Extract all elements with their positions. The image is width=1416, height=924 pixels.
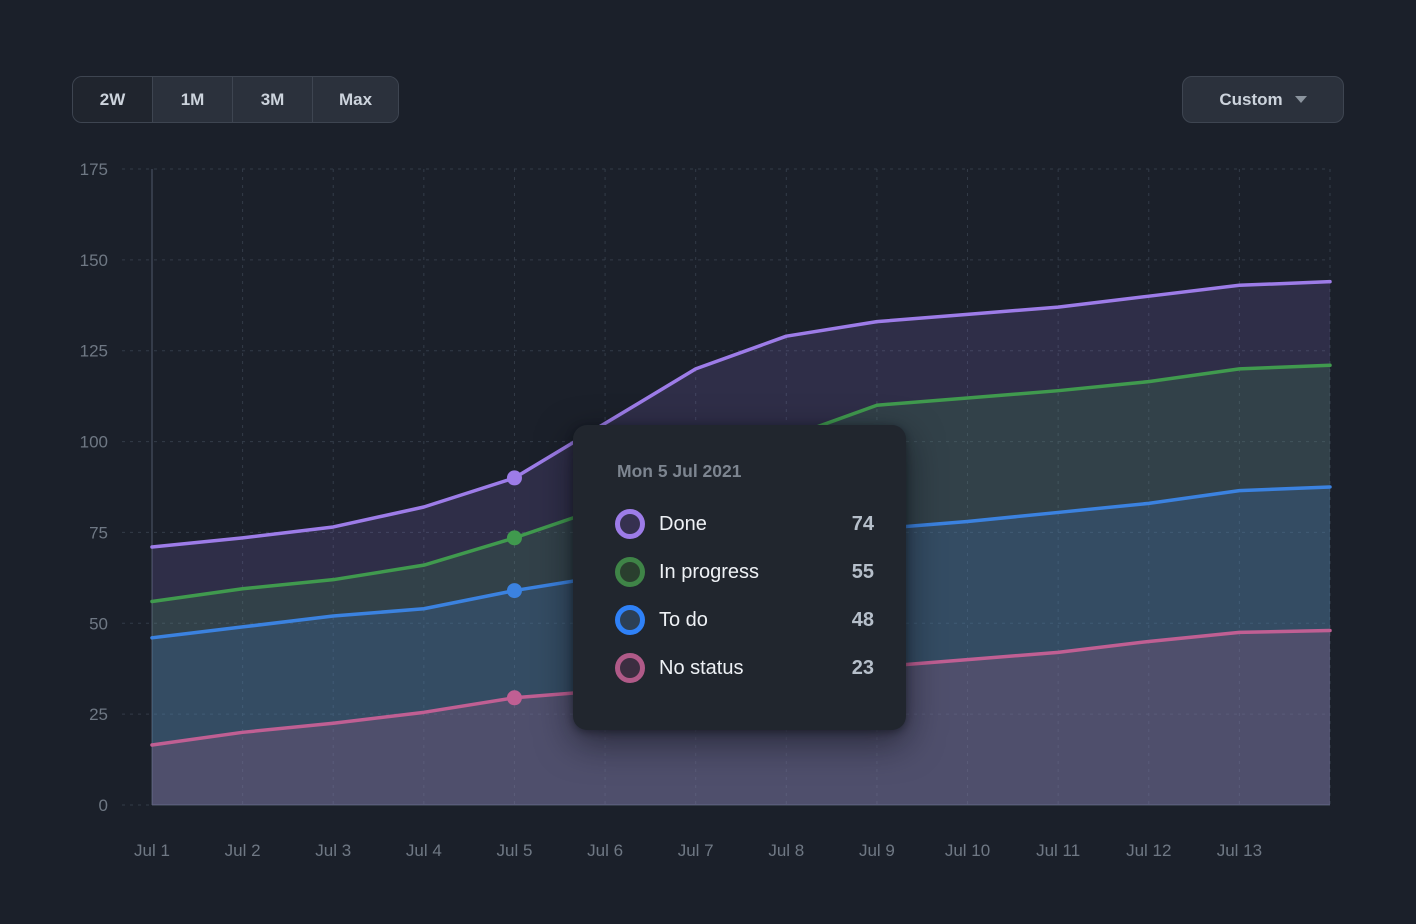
tooltip-value: 23: [851, 656, 874, 679]
tooltip-label: No status: [659, 656, 744, 679]
line-done: [150, 279, 1332, 549]
tooltip-label: Done: [659, 512, 707, 535]
in-progress-ring-icon: [615, 557, 645, 587]
to-do-ring-icon: [615, 605, 645, 635]
x-axis-tick-label: Jul 1: [134, 841, 170, 860]
marker-no_status: [506, 690, 522, 706]
time-range-selector: 2W 1M 3M Max: [72, 76, 400, 123]
x-axis-tick-label: Jul 9: [859, 841, 895, 860]
y-axis-tick-label: 100: [80, 433, 108, 452]
y-axis-tick-label: 75: [89, 523, 108, 542]
tooltip-value: 55: [851, 560, 874, 583]
tooltip-label: In progress: [659, 560, 760, 583]
y-axis-tick-label: 150: [80, 251, 108, 270]
y-axis-tick-label: 0: [99, 796, 108, 815]
tooltip-row-no-status: No status 23: [601, 644, 874, 692]
marker-done: [506, 470, 522, 486]
chevron-down-icon: [1294, 96, 1307, 103]
range-button-1m[interactable]: 1M: [153, 77, 233, 122]
x-axis-tick-label: Jul 3: [315, 841, 351, 860]
x-axis-tick-label: Jul 4: [406, 841, 442, 860]
x-axis-tick-label: Jul 8: [768, 841, 804, 860]
marker-in_progress: [506, 530, 522, 546]
custom-range-label: Custom: [1219, 89, 1283, 109]
no-status-ring-icon: [615, 653, 645, 683]
tooltip-row-to-do: To do 48: [601, 596, 874, 644]
x-axis-tick-label: Jul 12: [1126, 841, 1171, 860]
x-axis-tick-label: Jul 5: [497, 841, 533, 860]
marker-todo: [506, 583, 522, 599]
tooltip-row-done: Done 74: [601, 500, 874, 548]
tooltip-row-in-progress: In progress 55: [601, 548, 874, 596]
x-axis-tick-label: Jul 13: [1217, 841, 1262, 860]
range-button-max[interactable]: Max: [313, 77, 399, 122]
y-axis-tick-label: 25: [89, 705, 108, 724]
x-axis-tick-label: Jul 10: [945, 841, 990, 860]
range-button-3m[interactable]: 3M: [233, 77, 313, 122]
tooltip-label: To do: [659, 608, 708, 631]
y-axis-tick-label: 125: [80, 342, 108, 361]
y-axis-tick-label: 50: [89, 614, 108, 633]
done-ring-icon: [615, 509, 645, 539]
x-axis-tick-label: Jul 7: [678, 841, 714, 860]
tooltip-value: 74: [851, 512, 874, 535]
x-axis-tick-label: Jul 11: [1036, 841, 1080, 860]
tooltip-date-title: Mon 5 Jul 2021: [617, 461, 742, 481]
custom-range-dropdown[interactable]: Custom: [1182, 76, 1344, 123]
x-axis-tick-label: Jul 6: [587, 841, 623, 860]
tooltip-value: 48: [851, 608, 874, 631]
x-axis-tick-label: Jul 2: [225, 841, 261, 860]
range-button-2w[interactable]: 2W: [73, 77, 153, 122]
chart-tooltip: Mon 5 Jul 2021 Done 74 In progress 55 To…: [573, 425, 906, 730]
y-axis-tick-label: 175: [80, 160, 108, 179]
